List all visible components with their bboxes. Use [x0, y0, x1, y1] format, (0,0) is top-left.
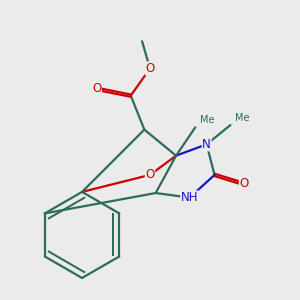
Text: Me: Me: [200, 115, 214, 125]
Text: O: O: [239, 178, 249, 190]
Text: N: N: [202, 138, 211, 151]
Text: NH: NH: [181, 191, 198, 204]
Text: Me: Me: [235, 113, 249, 123]
Text: O: O: [92, 82, 101, 95]
Text: O: O: [146, 62, 154, 75]
Text: O: O: [146, 168, 154, 182]
